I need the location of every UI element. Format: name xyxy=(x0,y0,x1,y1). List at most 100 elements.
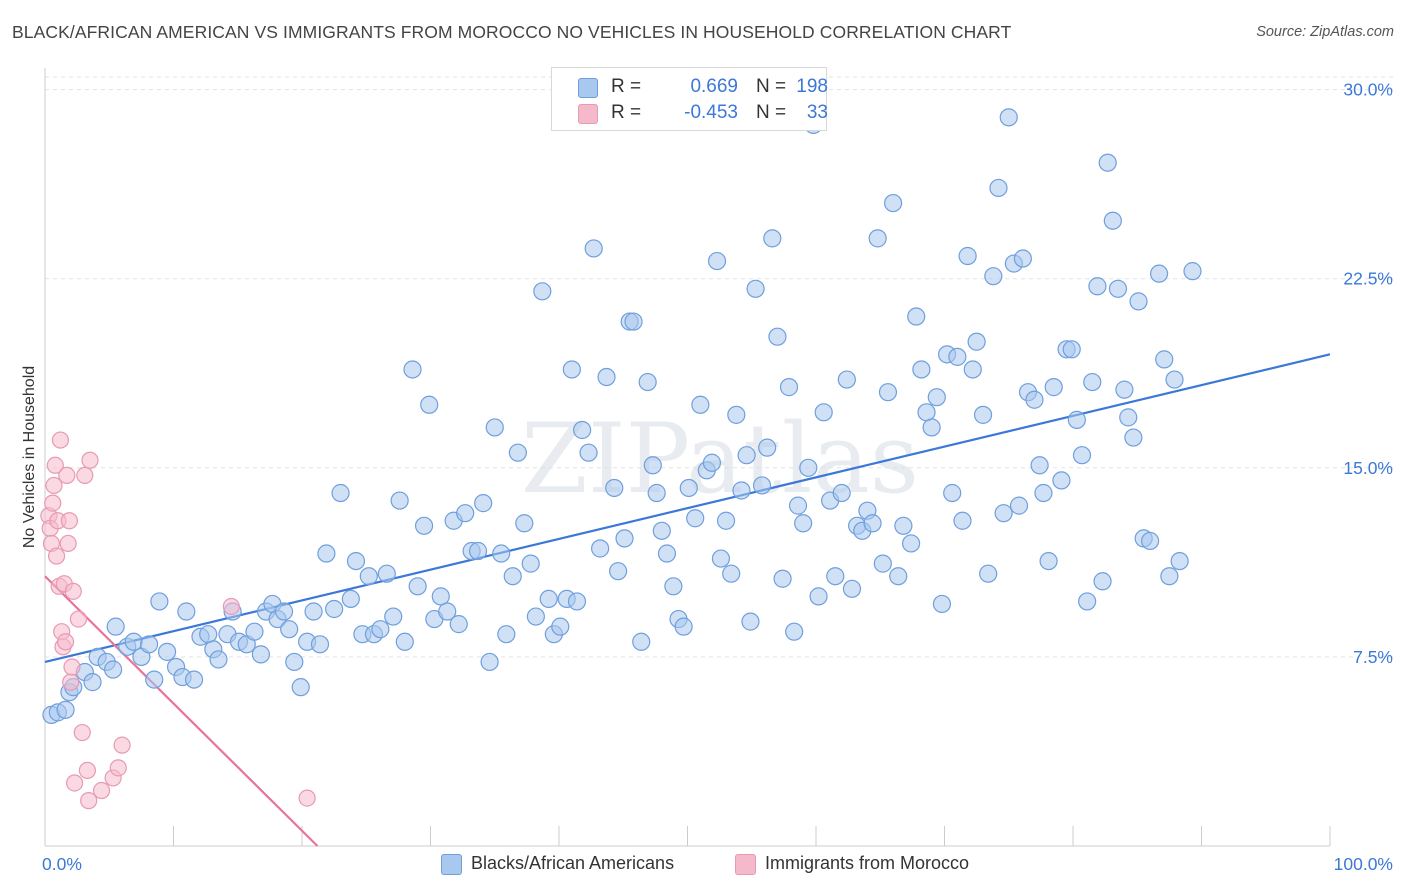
point-blacks xyxy=(521,554,540,573)
point-morocco xyxy=(222,597,240,616)
point-blacks xyxy=(346,551,366,571)
point-blacks xyxy=(485,418,504,437)
legend-label-morocco: Immigrants from Morocco xyxy=(765,853,970,873)
point-blacks xyxy=(624,312,643,331)
point-blacks xyxy=(912,360,931,379)
legend-n-value: 198 xyxy=(796,76,828,97)
gridlines xyxy=(45,76,1395,658)
point-blacks xyxy=(177,602,196,621)
point-blacks xyxy=(779,378,799,397)
point-blacks xyxy=(1044,378,1063,397)
point-morocco xyxy=(113,736,131,754)
trend-line-morocco xyxy=(44,575,319,847)
point-blacks xyxy=(83,673,102,692)
point-blacks xyxy=(953,511,972,530)
point-blacks xyxy=(533,282,552,301)
legend-swatch-pink xyxy=(735,854,756,875)
point-blacks xyxy=(868,229,887,248)
point-blacks xyxy=(799,458,818,477)
point-blacks xyxy=(199,625,218,644)
point-blacks xyxy=(1124,428,1143,447)
point-blacks xyxy=(741,612,760,631)
point-blacks xyxy=(1009,496,1029,515)
point-blacks xyxy=(497,625,516,644)
point-blacks xyxy=(508,443,527,462)
point-blacks xyxy=(873,554,892,573)
point-blacks xyxy=(1140,531,1160,551)
point-blacks xyxy=(150,592,169,611)
point-blacks xyxy=(1119,408,1138,427)
point-blacks xyxy=(395,632,414,651)
point-blacks xyxy=(377,564,396,583)
point-blacks xyxy=(894,516,913,535)
point-blacks xyxy=(768,327,787,346)
point-morocco xyxy=(65,774,84,792)
point-blacks xyxy=(832,483,851,503)
y-tick-label: 7.5% xyxy=(1353,647,1393,667)
point-morocco xyxy=(46,456,64,474)
point-blacks xyxy=(331,483,350,503)
point-blacks xyxy=(1103,211,1122,230)
point-blacks xyxy=(943,483,962,503)
point-blacks xyxy=(788,496,808,515)
point-blacks xyxy=(932,594,952,614)
legend-r-label: R = xyxy=(611,102,642,123)
point-blacks xyxy=(609,562,628,581)
point-blacks xyxy=(106,617,125,636)
point-blacks xyxy=(763,229,782,248)
point-blacks xyxy=(752,476,772,495)
point-blacks xyxy=(967,332,986,351)
legend-swatch-pink xyxy=(578,104,598,124)
point-blacks xyxy=(984,267,1003,286)
point-blacks xyxy=(702,453,722,472)
correlation-legend: R = 0.669 N = 198 R = -0.453 N = 33 xyxy=(551,67,828,131)
point-blacks xyxy=(863,514,882,533)
point-blacks xyxy=(359,567,378,586)
point-blacks xyxy=(707,251,727,271)
point-blacks xyxy=(773,569,792,588)
point-blacks xyxy=(1098,153,1117,172)
point-blacks xyxy=(245,622,264,641)
point-blacks xyxy=(1052,471,1071,490)
legend-r-label: R = xyxy=(611,76,642,97)
point-morocco xyxy=(78,761,97,779)
x-tick-label: 0.0% xyxy=(42,854,82,874)
legend-r-value: -0.453 xyxy=(684,102,738,123)
point-blacks xyxy=(758,438,777,457)
point-blacks xyxy=(408,577,427,596)
point-blacks xyxy=(1072,446,1092,465)
point-blacks xyxy=(958,246,977,266)
point-blacks xyxy=(1034,483,1053,503)
point-blacks xyxy=(139,635,159,654)
point-blacks xyxy=(1170,551,1189,571)
point-blacks xyxy=(1062,340,1081,359)
point-blacks xyxy=(1013,249,1032,268)
point-blacks xyxy=(826,567,845,586)
x-tick-label: 100.0% xyxy=(1334,854,1393,874)
point-blacks xyxy=(889,567,908,586)
point-blacks xyxy=(994,504,1013,523)
point-morocco xyxy=(59,534,77,553)
point-blacks xyxy=(722,564,741,583)
point-blacks xyxy=(1129,292,1148,311)
point-morocco xyxy=(298,789,316,807)
point-blacks xyxy=(727,405,746,424)
point-blacks xyxy=(963,360,982,379)
point-blacks xyxy=(420,395,439,414)
point-blacks xyxy=(526,607,545,626)
point-blacks xyxy=(922,418,941,437)
point-blacks xyxy=(883,193,903,213)
point-blacks xyxy=(1067,410,1086,429)
point-morocco xyxy=(64,582,82,600)
source-label: Source: ZipAtlas.com xyxy=(1256,24,1394,40)
point-morocco xyxy=(51,431,70,449)
point-blacks xyxy=(711,549,731,568)
tick-labels: 7.5% 15.0% 22.5% 30.0% 0.0% 100.0% xyxy=(42,80,1393,874)
point-blacks xyxy=(605,478,624,498)
point-blacks xyxy=(251,645,270,664)
point-blacks xyxy=(431,587,450,606)
point-blacks xyxy=(503,567,522,586)
point-blacks xyxy=(901,534,921,553)
point-blacks xyxy=(579,443,598,462)
